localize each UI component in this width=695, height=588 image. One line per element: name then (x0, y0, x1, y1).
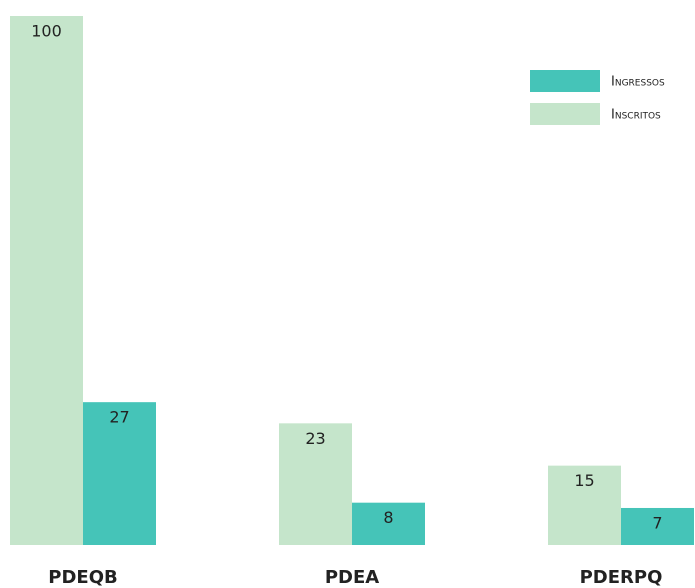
bar (83, 402, 156, 545)
legend-label: Ingressos (611, 75, 665, 90)
x-tick-label: PDERPQ (580, 567, 663, 588)
x-tick-label: PDEQB (48, 567, 117, 588)
bar (10, 16, 83, 545)
value-label: 100 (31, 22, 62, 41)
legend-label: Inscritos (611, 108, 661, 123)
bar (352, 502, 425, 545)
value-label: 15 (574, 471, 594, 490)
legend-swatch (530, 70, 600, 92)
bar (548, 465, 621, 545)
value-label: 7 (652, 513, 662, 532)
value-label: 27 (109, 408, 129, 427)
x-tick-label: PDEA (325, 567, 379, 588)
legend-swatch (530, 103, 600, 125)
bar (621, 507, 694, 545)
value-label: 8 (383, 508, 393, 527)
bar (279, 423, 352, 545)
value-label: 23 (305, 429, 325, 448)
